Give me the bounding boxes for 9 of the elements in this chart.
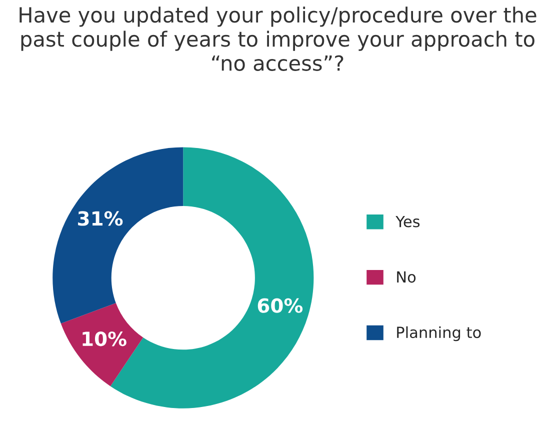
chart-title: Have you updated your policy/procedure over the past couple of years to improve your approach to “no access”? bbox=[20, 6, 536, 71]
data-label: 60% bbox=[258, 298, 303, 313]
donut-slice bbox=[52, 147, 184, 324]
data-label: 10% bbox=[82, 331, 126, 346]
legend-label: Yes bbox=[396, 216, 420, 228]
donut-slice bbox=[60, 302, 144, 386]
legend-label: Planning to bbox=[397, 326, 481, 342]
data-label: 31% bbox=[78, 211, 123, 226]
legend-label: No bbox=[397, 271, 416, 283]
